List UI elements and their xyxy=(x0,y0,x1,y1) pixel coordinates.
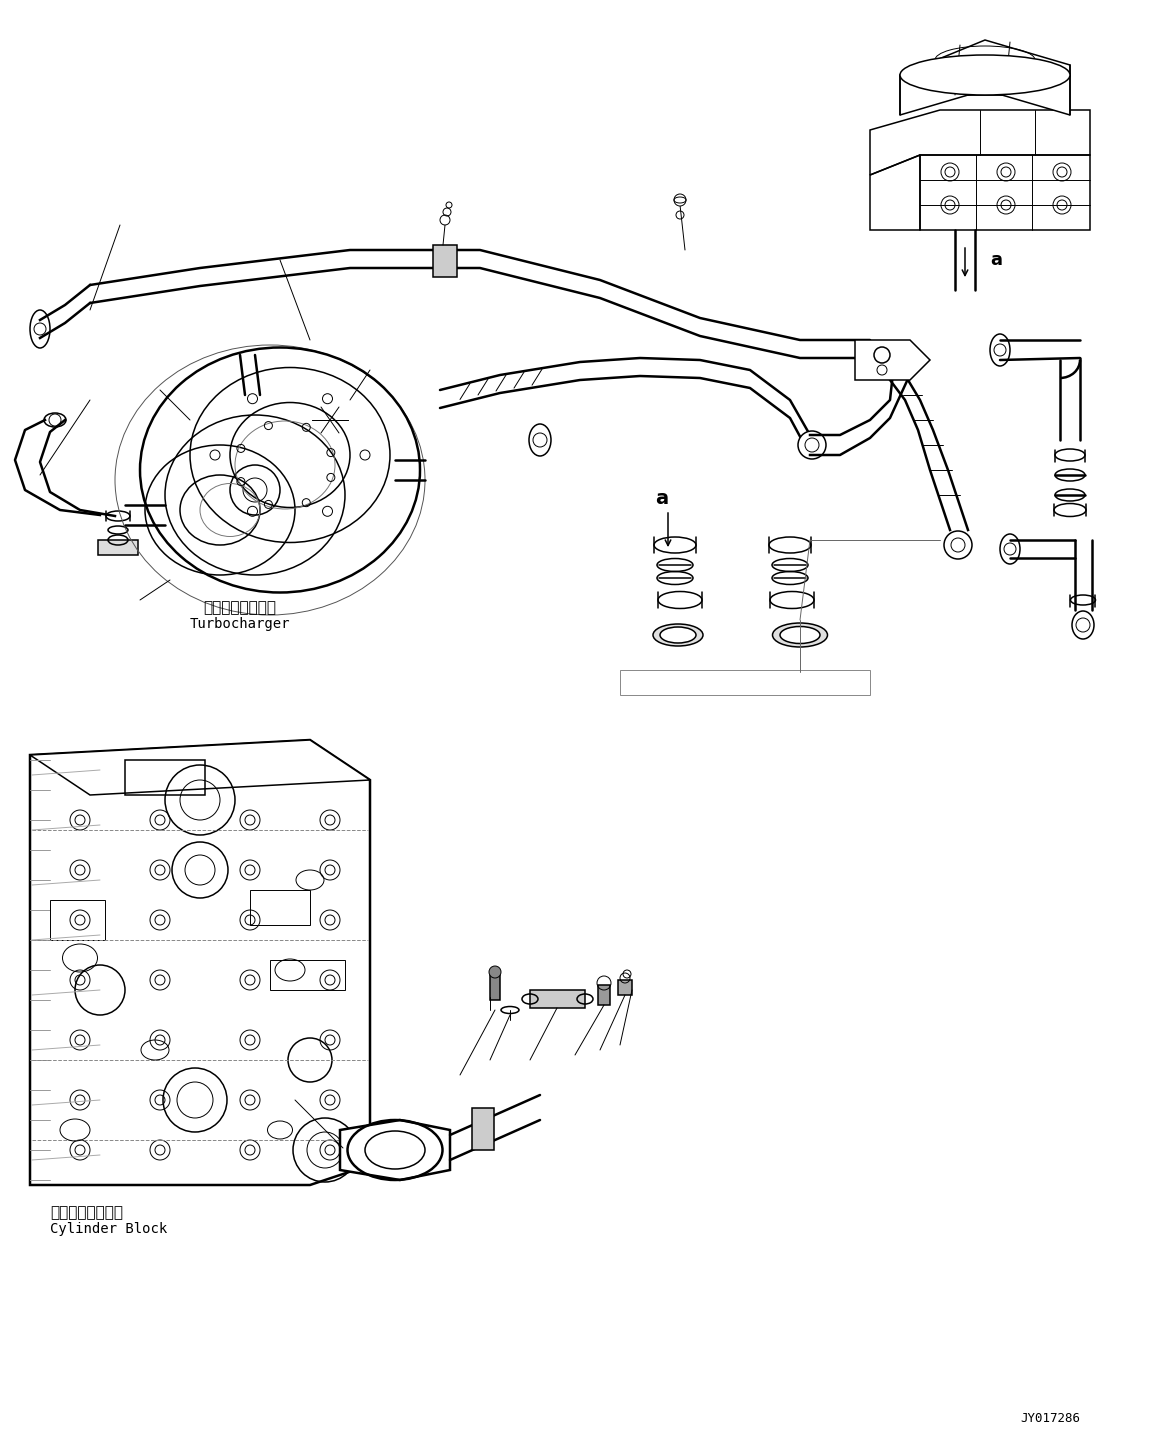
Ellipse shape xyxy=(652,624,702,646)
Circle shape xyxy=(798,431,826,460)
Polygon shape xyxy=(900,40,1070,116)
Text: シリンダブロック: シリンダブロック xyxy=(50,1205,123,1220)
Bar xyxy=(433,246,457,277)
Bar xyxy=(598,985,611,1006)
Text: a: a xyxy=(655,488,668,507)
Bar xyxy=(98,540,138,555)
Circle shape xyxy=(675,194,686,207)
Polygon shape xyxy=(855,340,930,380)
Bar xyxy=(50,900,105,941)
Ellipse shape xyxy=(772,623,828,647)
Text: Cylinder Block: Cylinder Block xyxy=(50,1222,167,1235)
Circle shape xyxy=(944,530,972,559)
Bar xyxy=(270,959,345,990)
Text: JY017286: JY017286 xyxy=(1020,1412,1080,1425)
Ellipse shape xyxy=(659,627,695,643)
Polygon shape xyxy=(30,740,370,795)
Text: a: a xyxy=(990,251,1003,269)
Bar xyxy=(250,890,311,925)
Circle shape xyxy=(488,967,501,978)
Text: Turbocharger: Turbocharger xyxy=(190,617,291,631)
Circle shape xyxy=(875,347,890,363)
Polygon shape xyxy=(340,1120,450,1181)
Bar xyxy=(618,980,632,996)
Bar xyxy=(530,990,585,1009)
Text: ターボチャージャ: ターボチャージャ xyxy=(204,601,277,616)
Ellipse shape xyxy=(780,627,820,643)
Ellipse shape xyxy=(900,55,1070,95)
Bar xyxy=(124,760,205,795)
Bar xyxy=(472,1108,494,1150)
Bar xyxy=(490,975,500,1000)
